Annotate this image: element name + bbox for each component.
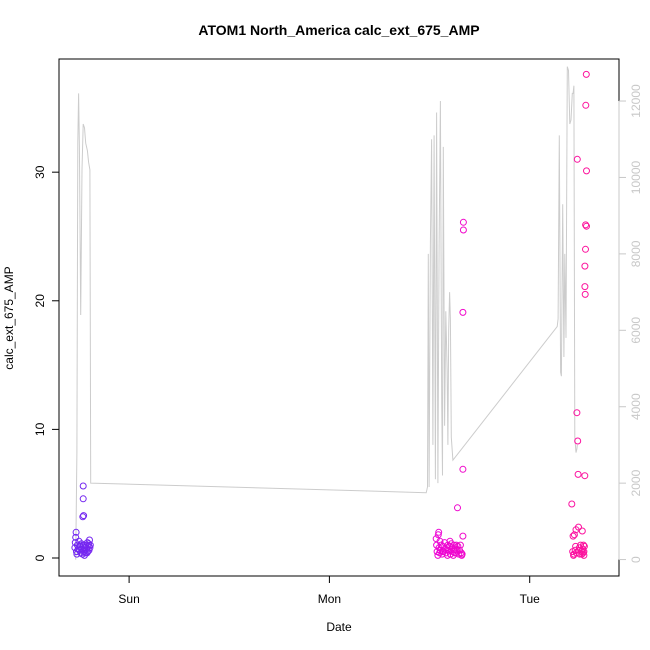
data-point (458, 550, 466, 558)
y-axis: 0 10 20 30 (33, 165, 60, 561)
data-point (450, 541, 458, 549)
data-point (86, 544, 94, 552)
x-tick-label: Tue (520, 592, 541, 606)
x-axis-label: Date (326, 620, 352, 634)
data-point (582, 70, 590, 78)
data-point (575, 523, 582, 531)
amp-point-series (71, 70, 590, 559)
y2-tick-label: 12000 (629, 84, 643, 118)
y2-tick-label: 2000 (629, 469, 643, 496)
y2-tick-label: 6000 (629, 317, 643, 344)
data-point (73, 550, 81, 558)
x-axis: Sun Mon Tue (118, 575, 541, 606)
data-point (581, 472, 589, 480)
y2-tick-label: 8000 (629, 240, 643, 267)
x-tick-label: Mon (318, 592, 341, 606)
data-point (568, 500, 576, 508)
data-point (439, 548, 446, 556)
y2-tick-label: 4000 (629, 393, 643, 420)
data-point (573, 409, 581, 417)
data-point (583, 222, 590, 230)
data-point (459, 308, 467, 316)
data-point (580, 541, 587, 549)
data-point (573, 155, 581, 163)
y2-axis: 0 2000 4000 6000 8000 10000 12000 (618, 84, 643, 563)
data-point (581, 290, 589, 298)
y-tick-label: 30 (33, 165, 47, 179)
data-point (459, 465, 467, 473)
data-point (79, 495, 87, 503)
data-point (459, 532, 467, 540)
data-point (574, 437, 582, 445)
y-tick-label: 0 (33, 554, 47, 561)
data-point (578, 527, 586, 535)
data-point (459, 218, 467, 226)
data-point (436, 537, 444, 545)
data-point (435, 528, 443, 536)
y2-tick-label: 0 (629, 556, 643, 563)
data-point (578, 550, 586, 558)
data-point (452, 549, 460, 557)
data-point (76, 541, 84, 549)
x-tick-label: Sun (118, 592, 139, 606)
y-axis-label: calc_ext_675_AMP (2, 266, 16, 369)
data-point (580, 551, 588, 559)
y2-tick-label: 10000 (629, 160, 643, 194)
chart-title: ATOM1 North_America calc_ext_675_AMP (198, 22, 479, 38)
data-point (72, 528, 80, 536)
data-point (454, 504, 461, 512)
data-point (80, 512, 88, 520)
amp-line (75, 66, 578, 560)
data-point (582, 245, 589, 253)
data-point (582, 101, 590, 109)
amp-line-series (75, 66, 578, 560)
data-point (456, 541, 464, 549)
data-point (79, 482, 87, 490)
data-point (581, 283, 589, 291)
y-tick-label: 10 (33, 422, 47, 436)
data-point (582, 221, 590, 229)
data-point (452, 541, 460, 549)
data-point (434, 531, 442, 539)
data-point (79, 513, 87, 521)
plot-frame (58, 58, 620, 577)
data-point (86, 536, 93, 544)
data-point (574, 470, 582, 478)
data-point (86, 541, 94, 549)
data-point (83, 549, 91, 557)
data-point (446, 537, 454, 545)
data-point (459, 226, 467, 234)
data-point (569, 532, 577, 540)
data-point (583, 167, 590, 175)
data-point (581, 262, 589, 270)
data-point (85, 540, 93, 548)
y-tick-label: 20 (33, 294, 47, 308)
data-point (580, 542, 588, 550)
data-point (570, 551, 577, 559)
